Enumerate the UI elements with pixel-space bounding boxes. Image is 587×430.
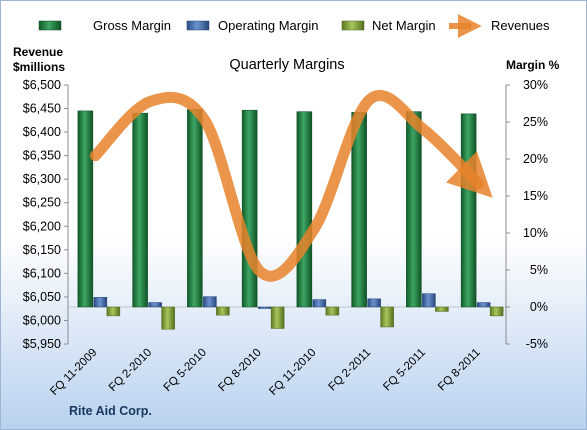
- x-tick-label: FQ 11-2009: [48, 347, 99, 398]
- right-tick-label: 5%: [530, 263, 548, 277]
- left-axis-title-line1: Revenue: [13, 45, 63, 59]
- operating-margin-bar: [203, 296, 217, 308]
- footer-company: Rite Aid Corp.: [69, 404, 152, 418]
- left-tick-label: $6,350: [23, 149, 61, 163]
- x-tick-label: FQ 2-2011: [326, 347, 373, 394]
- right-tick-label: 20%: [523, 152, 548, 166]
- right-tick-label: 30%: [523, 78, 548, 92]
- net-margin-bar: [325, 306, 340, 316]
- gross-margin-bar: [77, 110, 94, 308]
- left-tick-label: $6,200: [23, 219, 61, 233]
- gross-margin-bar: [241, 109, 258, 308]
- left-axis-title-line2: $millions: [13, 60, 65, 74]
- x-tick-label: FQ 8-2011: [436, 347, 483, 394]
- net-margin-bar: [270, 306, 285, 329]
- operating-margin-bar: [312, 299, 327, 308]
- legend: Gross Margin Operating Margin Net Margin…: [38, 14, 550, 38]
- gross-margin-bar: [187, 109, 203, 308]
- operating-margin-bar: [93, 297, 108, 308]
- left-axis-ticks: $5,950 $6,000 $6,050 $6,100 $6,150 $6,200 $6,2…: [23, 78, 68, 351]
- right-axis-title: Margin %: [506, 58, 560, 72]
- operating-margin-bar: [476, 302, 491, 308]
- right-axis-ticks: -5% 0% 5% 10% 15% 20% 25% 30%: [506, 78, 548, 351]
- revenues-series-line: [89, 90, 493, 282]
- left-tick-label: $6,250: [23, 196, 61, 210]
- gross-margin-bar: [132, 112, 148, 308]
- left-tick-label: $6,500: [23, 78, 61, 92]
- left-tick-label: $6,300: [23, 172, 61, 186]
- x-tick-label: FQ 2-2010: [107, 347, 154, 394]
- gross-margin-bar: [406, 111, 422, 308]
- x-axis-labels: FQ 11-2009 FQ 2-2010 FQ 5-2010 FQ 8-2010 FQ …: [48, 347, 483, 398]
- net-margin-bar: [161, 306, 175, 330]
- right-tick-label: 25%: [523, 115, 548, 129]
- operating-margin-bar: [367, 298, 381, 308]
- net-margin-bar: [380, 306, 394, 328]
- left-tick-label: $6,400: [23, 125, 61, 139]
- left-tick-label: $6,100: [23, 266, 61, 280]
- right-tick-label: 0%: [530, 300, 548, 314]
- revenue-line: [89, 90, 493, 282]
- x-tick-label: FQ 8-2010: [216, 347, 263, 394]
- left-tick-label: $6,450: [23, 102, 61, 116]
- operating-margin-bar: [422, 293, 436, 308]
- left-tick-label: $5,950: [23, 337, 61, 351]
- net-margin-bar: [489, 306, 504, 317]
- legend-label-revenues: Revenues: [491, 18, 550, 33]
- legend-swatch-net: [341, 20, 365, 31]
- left-tick-label: $6,000: [23, 313, 61, 327]
- legend-swatch-operating: [186, 20, 210, 31]
- right-tick-label: -5%: [526, 337, 548, 351]
- chart-title: Quarterly Margins: [229, 57, 344, 73]
- left-tick-label: $6,050: [23, 290, 61, 304]
- left-tick-label: $6,150: [23, 243, 61, 257]
- x-tick-label: FQ 5-2011: [381, 347, 428, 394]
- gross-margin-bar: [296, 111, 313, 308]
- operating-margin-bar: [257, 306, 272, 309]
- net-margin-bar: [216, 306, 230, 316]
- operating-margin-bar: [148, 302, 162, 308]
- legend-swatch-gross: [38, 20, 62, 31]
- right-tick-label: 15%: [523, 189, 548, 203]
- legend-label-net: Net Margin: [372, 18, 436, 33]
- net-margin-bar: [106, 306, 121, 317]
- x-tick-label: FQ 5-2010: [162, 347, 209, 394]
- legend-label-gross: Gross Margin: [93, 18, 171, 33]
- x-tick-label: FQ 11-2010: [267, 347, 318, 398]
- net-margin-bar: [435, 306, 449, 312]
- legend-label-operating: Operating Margin: [218, 18, 318, 33]
- gross-margin-bar: [460, 113, 477, 308]
- right-tick-label: 10%: [523, 226, 548, 240]
